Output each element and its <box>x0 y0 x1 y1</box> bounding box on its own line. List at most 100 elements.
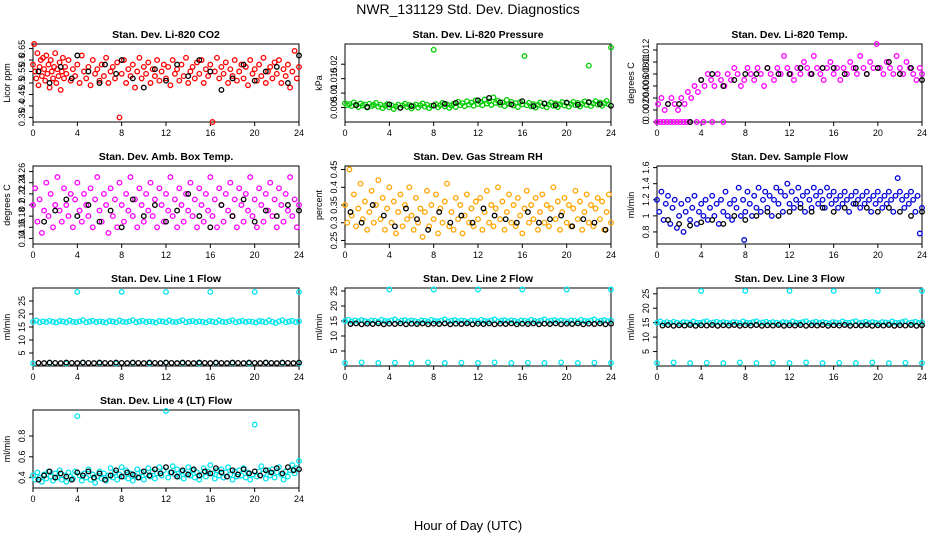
data-point <box>720 322 727 329</box>
panel-title: Stan. Dev. Li-820 Pressure <box>412 29 543 41</box>
series-1 <box>654 175 925 243</box>
data-point <box>116 179 123 186</box>
data-point <box>681 101 688 107</box>
data-point <box>903 192 910 199</box>
data-point <box>89 471 96 478</box>
data-point <box>554 198 561 205</box>
data-point <box>94 174 101 181</box>
data-point <box>832 196 839 203</box>
data-point <box>519 230 526 237</box>
x-tick-label: 0 <box>654 372 659 382</box>
data-point <box>102 476 108 483</box>
data-point <box>570 205 577 212</box>
y-tick-label: 0.4 <box>329 181 339 194</box>
y-tick-label: 25 <box>641 289 651 299</box>
data-point <box>828 200 835 207</box>
data-point <box>67 190 74 197</box>
data-point <box>271 474 278 481</box>
data-point <box>700 212 707 219</box>
data-point <box>585 320 592 327</box>
data-point <box>87 82 94 89</box>
data-point <box>166 317 173 324</box>
data-point <box>57 86 64 93</box>
data-point <box>676 212 683 219</box>
data-point <box>552 216 559 223</box>
data-point <box>185 190 192 197</box>
data-point <box>724 71 731 77</box>
data-point <box>741 77 748 83</box>
data-point <box>287 84 294 91</box>
data-point <box>799 192 806 199</box>
data-point <box>296 318 302 325</box>
data-point <box>728 77 734 83</box>
y-tick-label: 0.008 <box>641 63 651 86</box>
x-tick-label: 8 <box>119 372 124 382</box>
data-point <box>381 226 388 233</box>
data-point <box>508 320 515 327</box>
data-point <box>236 185 243 192</box>
data-point <box>232 319 239 326</box>
data-point <box>720 119 727 125</box>
data-point <box>863 204 870 211</box>
x-tick-label: 16 <box>205 494 215 504</box>
data-point <box>702 196 709 203</box>
data-point <box>718 196 724 203</box>
x-tick-label: 12 <box>784 128 794 138</box>
panel-7: Stan. Dev. Line 1 Flow ml/min 0 4 8 12 16 20 24 5… <box>2 273 304 382</box>
data-point <box>273 63 280 70</box>
data-point <box>83 319 90 326</box>
data-point <box>156 77 163 84</box>
data-point <box>753 322 760 328</box>
data-point <box>720 360 727 367</box>
x-tick-label: 20 <box>250 250 260 260</box>
data-point <box>280 476 287 483</box>
data-point <box>488 102 495 108</box>
data-point <box>786 287 793 294</box>
data-point <box>726 200 733 207</box>
data-point <box>673 119 680 125</box>
data-point <box>896 65 903 71</box>
data-point <box>44 70 51 77</box>
data-point <box>63 359 70 366</box>
data-point <box>57 360 64 367</box>
data-point <box>608 102 614 109</box>
data-point <box>238 472 245 479</box>
y-tick-label: 15 <box>641 318 651 328</box>
data-point <box>486 219 493 226</box>
data-point <box>123 190 130 197</box>
data-point <box>85 466 92 473</box>
data-point <box>109 318 116 325</box>
y-tick-label: 10 <box>17 335 27 345</box>
data-point <box>163 288 169 295</box>
data-point <box>408 360 415 366</box>
data-point <box>654 319 660 326</box>
data-point <box>207 462 214 469</box>
x-tick-label: 24 <box>917 372 927 382</box>
data-point <box>278 80 285 86</box>
data-point <box>689 204 696 211</box>
data-point <box>207 470 214 477</box>
data-point <box>139 317 146 324</box>
data-point <box>760 196 766 203</box>
y-axis-label: ml/min <box>626 192 636 219</box>
data-point <box>508 219 515 226</box>
data-point <box>885 204 892 211</box>
data-point <box>733 204 740 211</box>
data-point <box>207 68 214 75</box>
x-tick-label: 24 <box>294 372 304 382</box>
data-point <box>910 196 917 203</box>
data-point <box>284 80 291 86</box>
data-point <box>701 83 708 89</box>
data-point <box>458 321 465 327</box>
data-point <box>885 188 892 195</box>
data-point <box>391 223 398 230</box>
data-point <box>665 322 671 328</box>
data-point <box>910 71 917 77</box>
data-point <box>256 61 263 68</box>
data-point <box>874 287 881 294</box>
data-point <box>764 322 771 329</box>
y-tick-label: 1 <box>641 213 651 218</box>
data-point <box>408 212 415 219</box>
data-point <box>819 196 826 203</box>
data-point <box>30 202 36 208</box>
